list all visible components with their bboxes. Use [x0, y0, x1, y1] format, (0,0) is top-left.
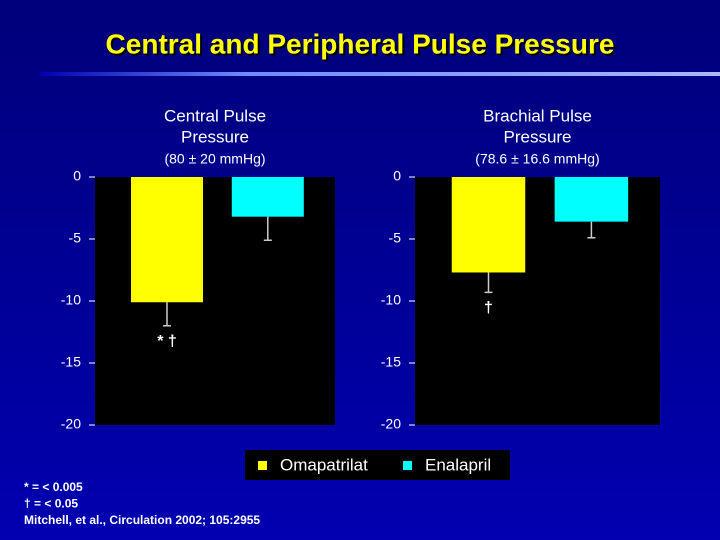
- bar: [131, 177, 203, 303]
- footnote: Mitchell, et al., Circulation 2002; 105:…: [24, 513, 260, 527]
- legend-swatch: [403, 461, 412, 470]
- chart-title: Central Pulse: [164, 106, 266, 125]
- bar: [451, 177, 526, 273]
- error-bar: [163, 302, 171, 327]
- chart-title: Pressure: [503, 127, 571, 146]
- legend-label: Omapatrilat: [280, 455, 368, 474]
- y-tick-label: -5: [69, 230, 82, 246]
- footnote: † = < 0.05: [24, 497, 78, 511]
- chart-title: Brachial Pulse: [483, 106, 592, 125]
- bar: [554, 177, 629, 222]
- title-rule: [40, 72, 720, 76]
- slide-title: Central and Peripheral Pulse Pressure: [106, 28, 615, 59]
- footnote: * = < 0.005: [24, 480, 83, 494]
- y-tick-label: -20: [61, 416, 81, 432]
- y-tick-label: 0: [73, 168, 81, 184]
- chart-subtitle: (78.6 ± 16.6 mmHg): [475, 151, 599, 167]
- y-tick-label: -15: [61, 354, 81, 370]
- y-tick-label: -5: [389, 230, 402, 246]
- y-tick-label: -10: [61, 292, 81, 308]
- chart-title: Pressure: [181, 127, 249, 146]
- legend-label: Enalapril: [425, 455, 491, 474]
- error-bar: [263, 216, 272, 241]
- legend-box: [245, 450, 510, 480]
- title-shadow: Central and Peripheral Pulse Pressure: [108, 30, 617, 61]
- y-tick-label: -20: [381, 416, 401, 432]
- legend-swatch: [258, 461, 267, 470]
- y-tick-label: -15: [381, 354, 401, 370]
- bar: [231, 177, 304, 217]
- significance-mark: †: [484, 300, 493, 317]
- y-tick-label: -10: [381, 292, 401, 308]
- error-bar: [587, 221, 596, 239]
- significance-mark: * †: [157, 333, 177, 350]
- y-tick-label: 0: [393, 168, 401, 184]
- chart-subtitle: (80 ± 20 mmHg): [164, 151, 265, 167]
- error-bar: [484, 272, 493, 294]
